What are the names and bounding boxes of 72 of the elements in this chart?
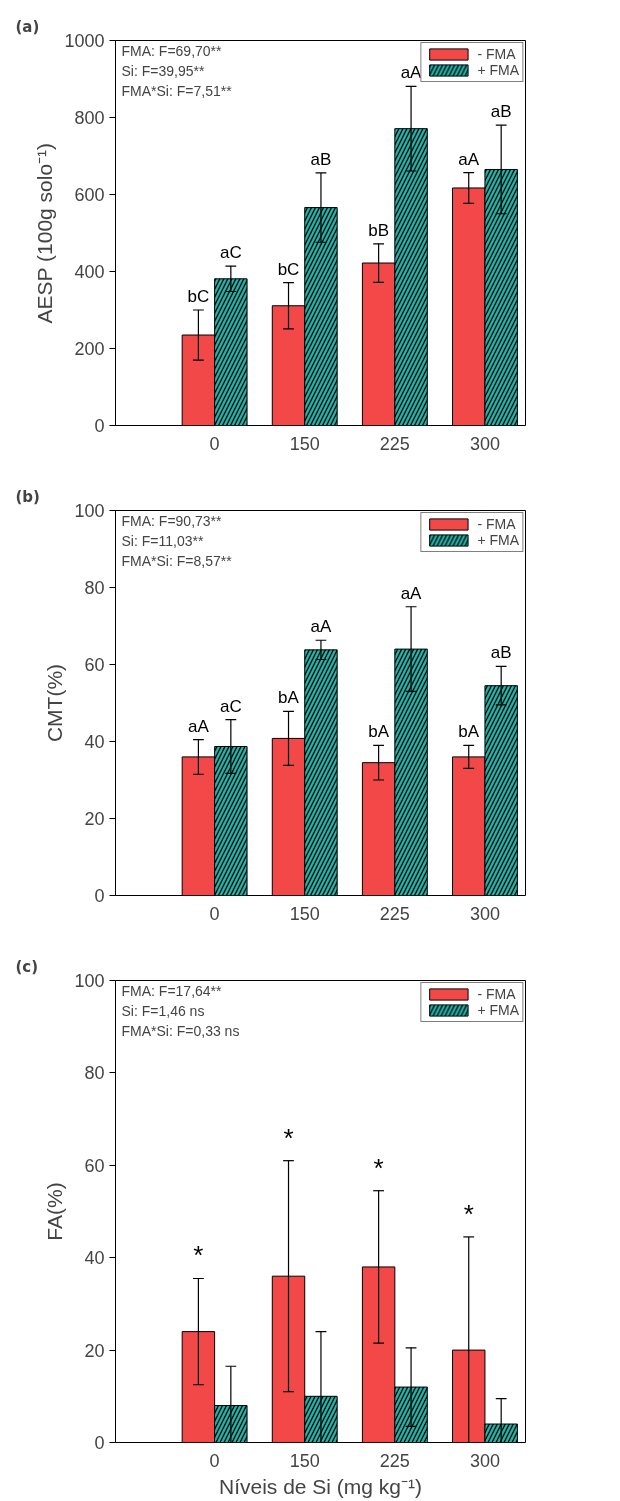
data-label: bA	[278, 688, 300, 708]
data-label: bA	[368, 722, 390, 742]
x-tick-label: 300	[469, 433, 500, 454]
chart-title: (a)	[15, 17, 40, 36]
x-tick-label: 0	[209, 433, 220, 454]
annotation: *	[193, 1240, 204, 1271]
y-tick-label: 100	[74, 501, 105, 521]
legend-label: - FMA	[477, 986, 516, 1002]
legend-label: - FMA	[477, 46, 516, 62]
data-label: bA	[458, 722, 480, 742]
annotation: Si: F=1,46 ns	[121, 1002, 205, 1019]
x-tick-label: 300	[469, 903, 500, 924]
y-tick-label: 20	[84, 809, 105, 829]
annotation: FMA: F=17,64**	[121, 982, 223, 999]
y-tick-label: 400	[74, 262, 105, 282]
y-tick-label: 600	[74, 185, 105, 205]
y-tick-label: 800	[74, 108, 105, 128]
data-label: bC	[277, 259, 300, 279]
data-label: aA	[310, 617, 333, 637]
data-label: bB	[368, 220, 390, 240]
y-axis-title: FA(%)	[43, 1182, 67, 1241]
legend-label: + FMA	[477, 532, 519, 548]
y-tick-label: 80	[84, 578, 105, 598]
x-tick-label: 150	[289, 903, 320, 924]
x-tick-label: 150	[289, 1450, 320, 1471]
y-tick-label: 40	[84, 1248, 105, 1269]
annotation: Si: F=39,95**	[121, 62, 205, 79]
data-label: aA	[458, 149, 480, 169]
x-tick-label: 0	[209, 1450, 220, 1471]
y-axis-title: AESP (100g solo⁻¹)	[33, 142, 57, 324]
x-tick-label: 150	[289, 433, 320, 454]
y-tick-label: 60	[84, 655, 105, 675]
data-label: aB	[490, 643, 512, 663]
y-tick-label: 80	[84, 1063, 105, 1084]
annotation: *	[373, 1152, 384, 1183]
y-tick-label: 1000	[64, 31, 105, 51]
x-tick-label: 225	[379, 1450, 410, 1471]
x-axis-title: Níveis de Si (mg kg⁻¹)	[218, 1474, 423, 1498]
y-tick-label: 100	[74, 971, 105, 991]
data-label: aA	[400, 583, 423, 603]
data-label: aB	[490, 102, 512, 122]
y-tick-label: 0	[94, 416, 105, 436]
annotation: *	[283, 1122, 294, 1153]
x-tick-label: 225	[379, 903, 410, 924]
chart-title: (b)	[15, 487, 40, 506]
legend-label: - FMA	[477, 516, 516, 532]
data-label: aA	[188, 716, 210, 736]
x-tick-label: 300	[469, 1450, 500, 1471]
annotation: FMA: F=69,70**	[121, 42, 223, 59]
data-label: aC	[219, 696, 242, 716]
legend-label: + FMA	[477, 1002, 519, 1018]
data-label: aA	[400, 63, 423, 83]
y-tick-label: 0	[94, 1433, 105, 1453]
y-tick-label: 60	[84, 1155, 105, 1176]
data-label: aB	[310, 149, 332, 169]
y-tick-label: 0	[94, 886, 105, 906]
chart-title: (c)	[15, 957, 39, 976]
annotation: FMA*Si: F=0,33 ns	[121, 1022, 240, 1039]
x-tick-label: 0	[209, 903, 220, 924]
legend-label: + FMA	[477, 62, 519, 78]
y-tick-label: 200	[74, 339, 105, 359]
annotation: FMA*Si: F=8,57**	[121, 552, 233, 569]
x-tick-label: 225	[379, 433, 410, 454]
data-label: bC	[187, 287, 210, 307]
y-axis-title: CMT(%)	[43, 663, 67, 743]
y-tick-label: 40	[84, 732, 105, 752]
data-label: aC	[219, 243, 242, 263]
annotation: FMA: F=90,73**	[121, 512, 223, 529]
annotation: Si: F=11,03**	[121, 532, 204, 549]
annotation: *	[463, 1198, 474, 1229]
annotation: FMA*Si: F=7,51**	[121, 82, 233, 99]
y-tick-label: 20	[84, 1340, 105, 1361]
